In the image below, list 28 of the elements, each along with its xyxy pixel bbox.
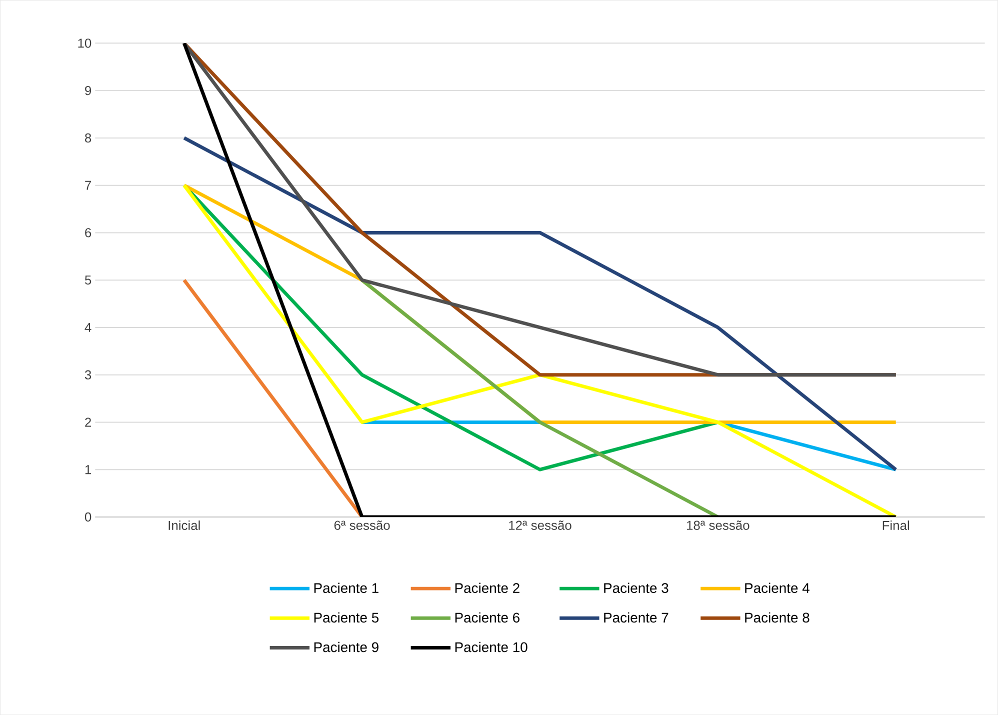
legend-label: Paciente 5 bbox=[314, 612, 379, 623]
y-tick-label: 8 bbox=[85, 133, 92, 142]
legend-label: Paciente 6 bbox=[455, 612, 520, 623]
y-tick-label: 6 bbox=[85, 228, 92, 238]
line-series bbox=[182, 136, 898, 472]
x-tick-label: 6ª sessão bbox=[334, 520, 390, 530]
y-tick-label: 7 bbox=[85, 180, 91, 190]
y-tick-label: 9 bbox=[85, 86, 92, 96]
legend-label: Paciente 3 bbox=[604, 582, 668, 593]
x-tick-label: 18ª sessão bbox=[686, 520, 750, 530]
y-tick-label: 3 bbox=[84, 370, 92, 380]
x-tick-label: Inicial bbox=[168, 520, 200, 530]
legend-label: Paciente 1 bbox=[314, 582, 378, 593]
y-tick-label: 5 bbox=[84, 276, 92, 285]
line-series bbox=[182, 184, 898, 517]
x-tick-label: Final bbox=[882, 520, 910, 530]
y-tick-label: 0 bbox=[84, 512, 92, 522]
y-tick-label: 10 bbox=[78, 38, 92, 48]
legend-label: Paciente 9 bbox=[314, 642, 378, 652]
x-tick-label: 12ª sessão bbox=[509, 520, 572, 530]
y-tick-label: 1 bbox=[85, 465, 92, 474]
legend-label: Paciente 8 bbox=[745, 612, 810, 623]
y-tick-label: 2 bbox=[85, 418, 91, 427]
legend-label: Paciente 4 bbox=[745, 582, 810, 593]
y-tick-label: 4 bbox=[84, 322, 92, 332]
legend-label: Paciente 7 bbox=[604, 612, 668, 623]
legend-label: Paciente 2 bbox=[455, 582, 520, 593]
legend-label: Paciente 10 bbox=[455, 642, 528, 652]
